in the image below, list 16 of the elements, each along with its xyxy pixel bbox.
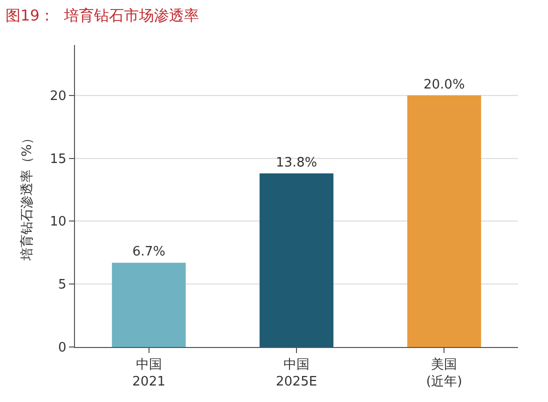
- data-label: 20.0%: [424, 77, 465, 92]
- bar: [112, 262, 186, 347]
- y-tick-label: 5: [58, 278, 66, 293]
- y-axis-title: 培育钻石渗透率（%）: [18, 131, 35, 262]
- y-tick-label: 15: [50, 152, 66, 167]
- bar: [260, 173, 334, 347]
- data-label: 6.7%: [132, 244, 166, 260]
- y-tick-label: 10: [50, 214, 66, 230]
- bar: [407, 95, 482, 347]
- y-tick-label: 0: [58, 340, 66, 356]
- x-tick-label: 美国 (近年): [426, 356, 462, 390]
- data-label: 13.8%: [276, 155, 318, 170]
- x-tick-label: 中国 2021: [132, 358, 166, 390]
- chart-title: 图19： 培育钻石市场渗透率: [5, 6, 200, 25]
- y-tick-label: 20: [50, 88, 66, 104]
- x-tick-label: 中国 2025E: [276, 358, 318, 390]
